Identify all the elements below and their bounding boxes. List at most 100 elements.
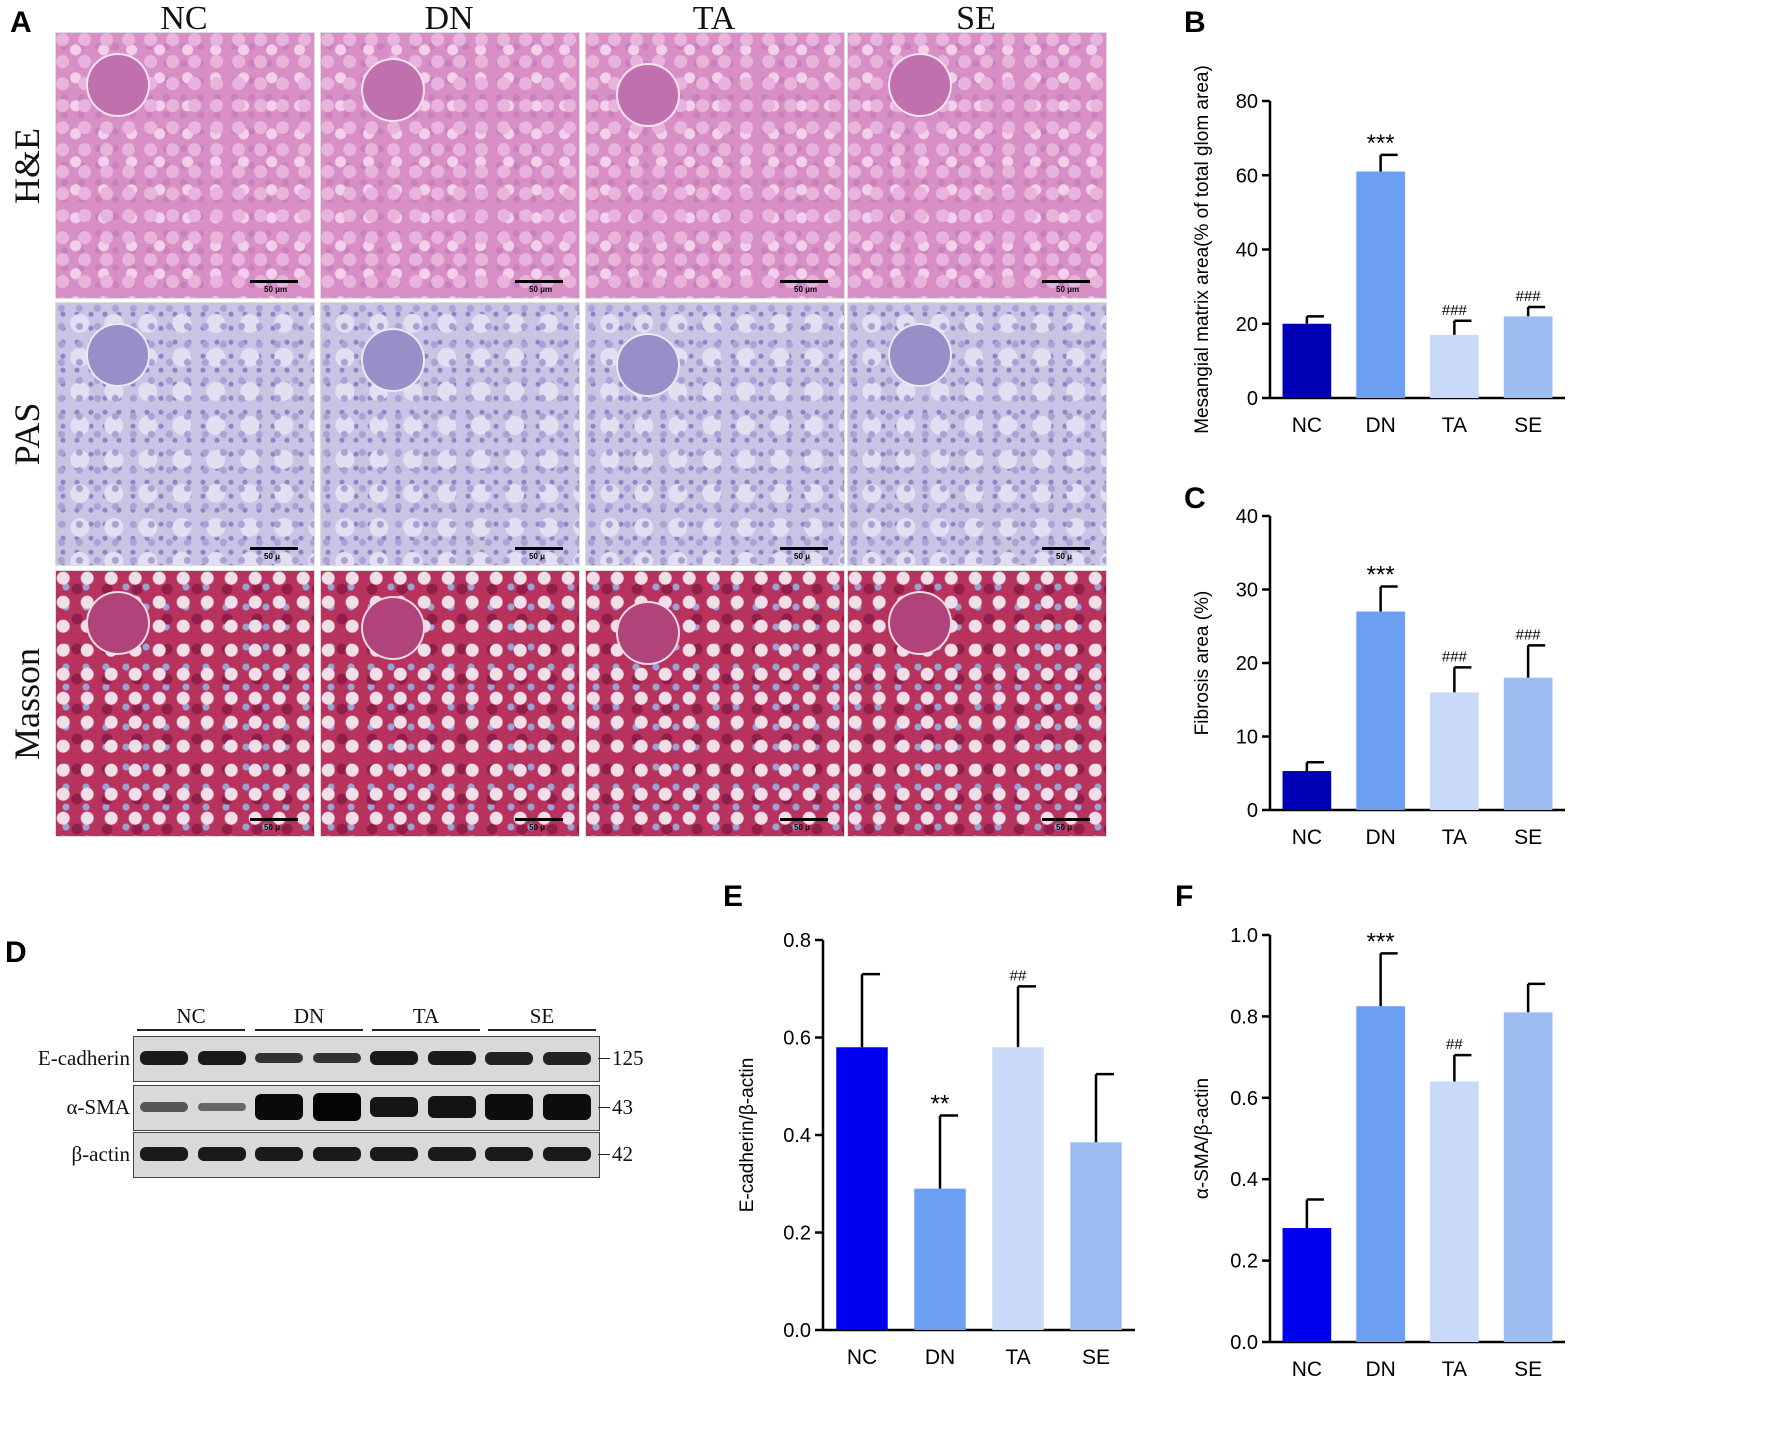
wb-protein-label: E-cadherin [37, 1046, 130, 1070]
scale-label: 50 μm [794, 285, 818, 294]
bar [1430, 334, 1479, 398]
y-tick-label: 0 [1247, 388, 1258, 410]
y-tick-label: 0 [1247, 800, 1258, 822]
glomerulus-shape [888, 323, 952, 387]
glomerulus-shape [616, 601, 680, 665]
y-tick-label: 20 [1236, 314, 1258, 336]
scale-label: 50 μ [794, 823, 811, 832]
histology-image: 50 μm [585, 32, 845, 299]
significance-label: ### [1442, 648, 1468, 665]
x-tick-label: DN [1365, 414, 1395, 437]
x-tick-label: TA [1005, 1346, 1030, 1369]
x-tick-label: DN [1365, 826, 1395, 849]
histology-column-label: SE [956, 0, 996, 37]
histology-image: 50 μ [55, 570, 315, 837]
histology-image: 50 μ [585, 302, 845, 566]
y-tick-label: 40 [1236, 240, 1258, 262]
significance-label: ## [1010, 967, 1027, 984]
wb-group-underline [372, 1029, 480, 1031]
wb-band [427, 1096, 476, 1118]
scale-label: 50 μ [794, 552, 811, 561]
histology-image: 50 μ [320, 570, 580, 837]
panel-letter-d: D [5, 936, 27, 969]
wb-band [312, 1053, 361, 1063]
significance-label: ## [1446, 1036, 1463, 1053]
wb-band [197, 1147, 246, 1161]
wb-kda-label: 125 [612, 1046, 644, 1070]
bar [1430, 1081, 1479, 1342]
wb-band [427, 1051, 476, 1065]
glomerulus-shape [888, 53, 952, 117]
wb-group-underline [488, 1029, 596, 1031]
chart-b-mesangial-matrix: 0 20 40 60 80 Mesangial matrix area(% of tota… [1192, 65, 1565, 437]
significance-label: ### [1516, 626, 1542, 643]
wb-band [140, 1102, 188, 1112]
y-tick-label: 60 [1236, 165, 1258, 187]
y-axis-label: Mesangial matrix area(% of total glom ar… [1192, 65, 1213, 434]
bar [1070, 1142, 1122, 1330]
wb-band [312, 1147, 361, 1161]
histology-column-label: TA [692, 0, 736, 37]
wb-band [197, 1103, 246, 1111]
wb-band [542, 1147, 591, 1161]
scale-bar [515, 818, 563, 821]
y-tick-label: 0.4 [783, 1125, 811, 1147]
histology-image: 50 μm [55, 32, 315, 299]
wb-band [140, 1051, 188, 1065]
wb-group-label: TA [412, 1004, 440, 1028]
scale-label: 50 μ [264, 552, 281, 561]
wb-band [255, 1053, 303, 1063]
y-tick-label: 0.0 [783, 1320, 811, 1342]
bar [1282, 323, 1332, 398]
scale-label: 50 μm [1056, 285, 1080, 294]
y-tick-label: 10 [1236, 727, 1258, 749]
bar [992, 1047, 1044, 1330]
scale-bar [1042, 547, 1090, 550]
glomerulus-shape [86, 323, 150, 387]
x-tick-label: NC [1292, 1358, 1322, 1381]
significance-label: ### [1516, 288, 1542, 305]
y-tick-label: 80 [1236, 91, 1258, 113]
wb-band [370, 1051, 418, 1065]
scale-label: 50 μ [1056, 823, 1073, 832]
y-tick-label: 0.6 [783, 1028, 811, 1050]
glomerulus-shape [616, 63, 680, 127]
wb-group-underline [255, 1029, 363, 1031]
scale-bar [1042, 280, 1090, 283]
bar [1356, 611, 1405, 810]
wb-band [370, 1147, 418, 1161]
scale-label: 50 μ [529, 823, 546, 832]
histology-image: 50 μm [847, 32, 1107, 299]
wb-kda-label: 42 [612, 1142, 633, 1166]
bar [914, 1188, 966, 1330]
bar [1430, 692, 1479, 810]
scale-bar [515, 280, 563, 283]
x-tick-label: TA [1442, 826, 1467, 849]
histology-column-label: DN [424, 0, 474, 37]
scale-bar [250, 547, 298, 550]
x-tick-label: NC [847, 1346, 877, 1369]
wb-group-label: DN [293, 1004, 325, 1028]
histology-image: 50 μ [585, 570, 845, 837]
y-tick-label: 20 [1236, 653, 1258, 675]
bar [1503, 677, 1553, 810]
wb-band [485, 1051, 533, 1065]
y-tick-label: 1.0 [1230, 925, 1258, 947]
glomerulus-shape [361, 328, 425, 392]
glomerulus-shape [361, 58, 425, 122]
scale-bar [1042, 818, 1090, 821]
wb-band [255, 1094, 303, 1120]
x-tick-label: TA [1442, 414, 1467, 437]
bar [1503, 316, 1553, 398]
y-tick-label: 0.8 [783, 930, 811, 952]
scale-label: 50 μ [1056, 552, 1073, 561]
y-tick-label: 0.8 [1230, 1006, 1258, 1028]
scale-label: 50 μm [529, 285, 553, 294]
histology-image: 50 μ [847, 570, 1107, 837]
wb-group-underline [137, 1029, 245, 1031]
x-tick-label: NC [1292, 414, 1322, 437]
wb-band [255, 1147, 303, 1161]
scale-label: 50 μ [529, 552, 546, 561]
scale-label: 50 μm [264, 285, 288, 294]
histology-image: 50 μm [320, 32, 580, 299]
